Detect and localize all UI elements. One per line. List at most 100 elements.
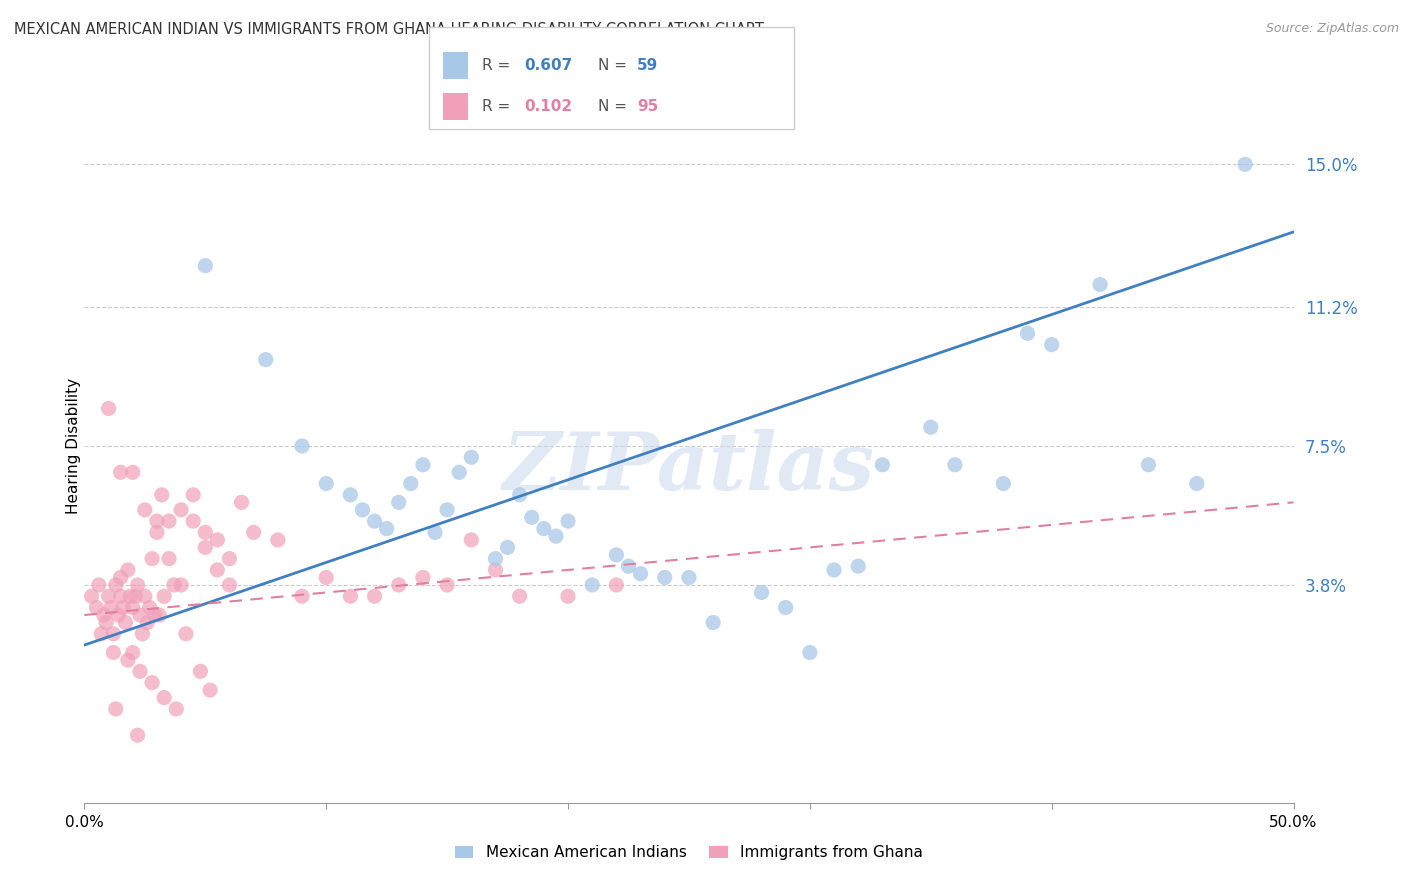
Text: 95: 95 [637, 99, 658, 114]
Point [134, 503, 156, 517]
Point [121, 465, 143, 479]
Point [436, 578, 458, 592]
Point [1185, 476, 1208, 491]
Point [1017, 326, 1039, 341]
Point [509, 488, 531, 502]
Point [153, 690, 176, 705]
Point [352, 503, 374, 517]
Point [315, 476, 337, 491]
Point [174, 627, 197, 641]
Text: N =: N = [598, 58, 631, 73]
Text: 0.607: 0.607 [524, 58, 572, 73]
Point [993, 476, 1015, 491]
Point [207, 563, 229, 577]
Point [412, 570, 434, 584]
Point [148, 607, 170, 622]
Point [1088, 277, 1111, 292]
Point [117, 563, 139, 577]
Point [775, 600, 797, 615]
Point [107, 607, 129, 622]
Point [846, 559, 869, 574]
Point [86, 600, 108, 615]
Point [141, 551, 163, 566]
Point [605, 548, 627, 562]
Point [630, 566, 652, 581]
Point [339, 488, 361, 502]
Point [170, 578, 193, 592]
Point [87, 578, 110, 592]
Point [121, 600, 143, 615]
Point [484, 551, 506, 566]
Text: R =: R = [482, 99, 516, 114]
Point [127, 578, 149, 592]
Point [544, 529, 567, 543]
Point [557, 514, 579, 528]
Point [146, 525, 169, 540]
Point [496, 541, 519, 555]
Point [90, 627, 112, 641]
Point [460, 450, 482, 465]
Point [1234, 157, 1257, 171]
Point [339, 589, 361, 603]
Point [399, 476, 422, 491]
Point [799, 646, 821, 660]
Point [617, 559, 640, 574]
Text: N =: N = [598, 99, 631, 114]
Point [194, 541, 217, 555]
Point [423, 525, 446, 540]
Point [110, 589, 132, 603]
Point [129, 665, 152, 679]
Y-axis label: Hearing Disability: Hearing Disability [66, 378, 80, 514]
Point [110, 465, 132, 479]
Point [117, 653, 139, 667]
Text: 0.102: 0.102 [524, 99, 572, 114]
Point [181, 514, 204, 528]
Point [93, 607, 115, 622]
Point [138, 600, 160, 615]
Point [121, 646, 143, 660]
Point [198, 683, 221, 698]
Point [872, 458, 894, 472]
Point [388, 495, 411, 509]
Point [104, 578, 127, 592]
Point [153, 589, 176, 603]
Point [218, 551, 240, 566]
Point [412, 458, 434, 472]
Point [449, 465, 471, 479]
Point [315, 570, 337, 584]
Point [533, 522, 555, 536]
Point [163, 578, 186, 592]
Point [375, 522, 398, 536]
Point [97, 589, 120, 603]
Text: ZIPatlas: ZIPatlas [503, 429, 875, 506]
Point [165, 702, 187, 716]
Point [1137, 458, 1160, 472]
Point [254, 352, 277, 367]
Point [460, 533, 482, 547]
Point [112, 600, 135, 615]
Point [218, 578, 240, 592]
Point [129, 607, 152, 622]
Point [103, 627, 125, 641]
Point [484, 563, 506, 577]
Point [104, 702, 127, 716]
Point [678, 570, 700, 584]
Point [131, 627, 153, 641]
Point [110, 570, 132, 584]
Point [557, 589, 579, 603]
Point [97, 401, 120, 416]
Point [267, 533, 290, 547]
Point [134, 589, 156, 603]
Text: Source: ZipAtlas.com: Source: ZipAtlas.com [1265, 22, 1399, 36]
Point [520, 510, 543, 524]
Point [1040, 337, 1063, 351]
Point [120, 589, 142, 603]
Point [943, 458, 966, 472]
Point [143, 607, 166, 622]
Point [124, 589, 146, 603]
Point [207, 533, 229, 547]
Point [100, 600, 122, 615]
Text: 59: 59 [637, 58, 658, 73]
Point [157, 551, 180, 566]
Point [751, 585, 773, 599]
